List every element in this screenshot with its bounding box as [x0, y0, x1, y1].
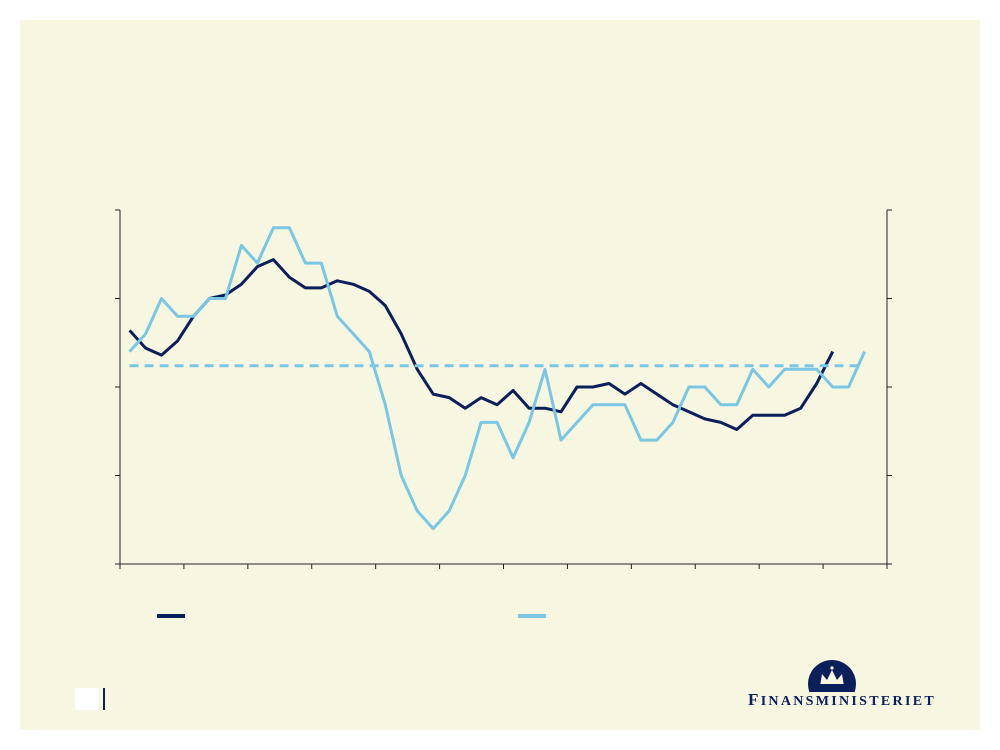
series-line-2 — [128, 226, 866, 531]
legend-swatch-series-1 — [157, 614, 185, 618]
crown-emblem-icon — [808, 660, 856, 692]
page-number-divider — [103, 688, 105, 710]
series-line-1 — [128, 258, 835, 431]
page-number-box — [75, 688, 99, 710]
legend-swatch-series-2 — [518, 614, 546, 618]
finansministeriet-logo: FINANSMINISTERIET — [748, 660, 936, 709]
chart-axes — [115, 209, 892, 569]
logo-wordmark: FINANSMINISTERIET — [748, 690, 936, 709]
chart-series — [128, 226, 866, 531]
